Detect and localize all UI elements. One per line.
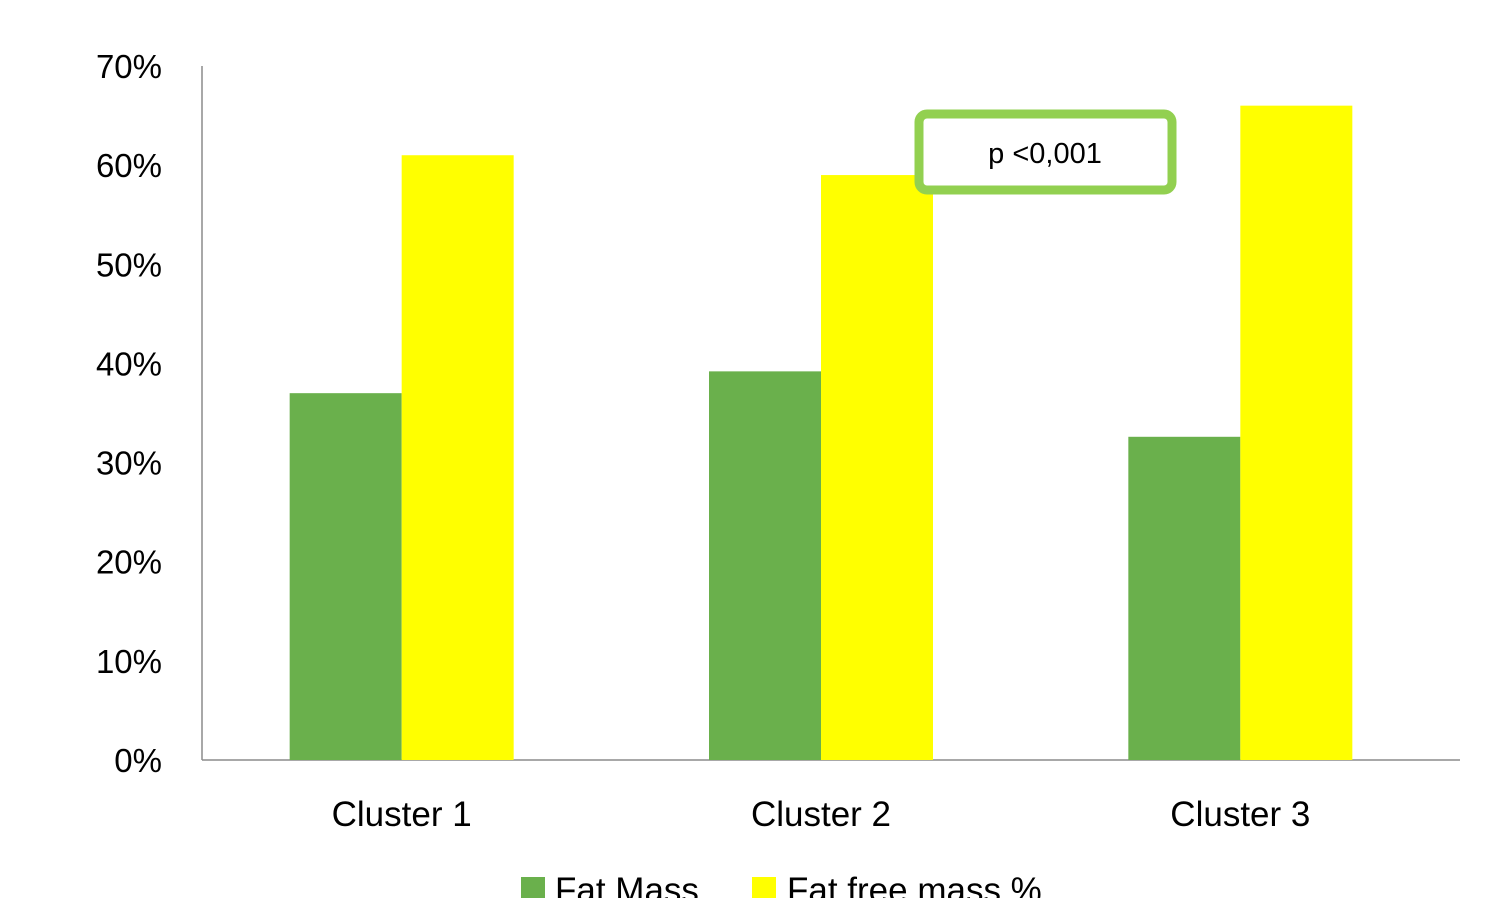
y-tick-label: 70% — [96, 48, 162, 85]
bar-fat-mass-3 — [1128, 436, 1241, 760]
p-value-annotation: p <0,001 — [914, 109, 1177, 195]
y-tick-label: 50% — [96, 246, 162, 283]
y-tick-label: 20% — [96, 544, 162, 581]
bars — [289, 105, 1353, 761]
y-tick-label: 10% — [96, 643, 162, 680]
annotation-text: p <0,001 — [988, 138, 1102, 170]
y-axis: 0% 10% 20% 30% 40% 50% 60% 70% — [96, 48, 203, 779]
legend-swatch — [521, 877, 545, 898]
bar-fat-free-mass-1 — [401, 155, 514, 760]
bar-fat-mass-1 — [289, 393, 402, 760]
legend-label: Fat free mass % — [787, 871, 1042, 898]
x-tick-label: Cluster 2 — [751, 795, 891, 834]
legend-swatch — [752, 877, 776, 898]
x-axis: Cluster 1 Cluster 2 Cluster 3 — [202, 759, 1460, 834]
annotation-box — [914, 109, 1177, 195]
bar-fat-free-mass-2 — [821, 175, 933, 761]
bar-fat-mass-2 — [709, 371, 821, 760]
x-tick-label: Cluster 1 — [332, 795, 472, 834]
y-tick-label: 0% — [114, 742, 162, 779]
y-tick-label: 30% — [96, 445, 162, 482]
y-tick-label: 40% — [96, 345, 162, 382]
y-tick-label: 60% — [96, 147, 162, 184]
legend-label: Fat Mass — [555, 871, 699, 898]
x-tick-label: Cluster 3 — [1170, 795, 1310, 834]
legend: Fat Mass Fat free mass % — [521, 871, 1042, 898]
bar-fat-free-mass-3 — [1240, 105, 1353, 760]
